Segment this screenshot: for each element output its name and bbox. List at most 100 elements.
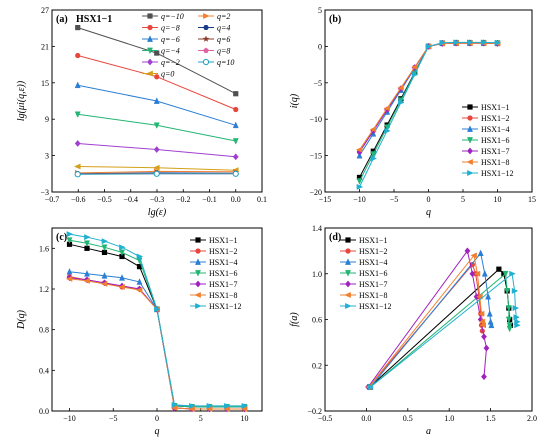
data-point <box>505 305 512 312</box>
legend-label: HSX1−2 <box>481 114 510 123</box>
data-point <box>453 39 460 46</box>
data-point <box>467 39 474 46</box>
series-line <box>370 272 518 388</box>
legend-label: HSX1−12 <box>359 302 392 311</box>
series-HSX1−8 <box>355 40 501 153</box>
x-tick-label: −0.3 <box>150 195 165 204</box>
data-point <box>512 305 520 312</box>
series-line <box>359 42 498 151</box>
y-tick-label: −15 <box>309 152 322 161</box>
data-point <box>367 383 375 390</box>
panel-label: (c) <box>56 232 67 243</box>
data-point <box>241 402 249 409</box>
data-point <box>477 310 485 317</box>
data-point <box>119 244 126 251</box>
series-HSX1−2 <box>356 40 501 155</box>
x-tick-label: −15 <box>319 195 332 204</box>
legend-marker <box>195 280 201 288</box>
data-point <box>478 318 486 325</box>
y-tick-label: 1.0 <box>312 270 322 279</box>
series-q=−10 <box>75 24 239 97</box>
data-point <box>425 43 433 50</box>
legend-label: HSX1−2 <box>209 247 238 256</box>
series-line <box>359 42 498 153</box>
data-point <box>74 81 81 89</box>
y-axis-label: lg(μi(q,ε)) <box>16 80 27 121</box>
data-point <box>411 71 419 78</box>
data-point <box>101 249 108 255</box>
x-tick-label: 5 <box>199 414 203 423</box>
y-axis-label: D(q) <box>16 309 27 330</box>
x-tick-label: −10 <box>63 414 76 423</box>
data-point <box>486 310 493 317</box>
legend-label: q=6 <box>217 35 230 44</box>
x-axis-label: q <box>155 426 160 437</box>
x-axis-label: q <box>426 207 431 218</box>
data-point <box>502 270 509 278</box>
data-point <box>485 292 492 300</box>
legend-label: HSX1−6 <box>481 136 510 145</box>
legend-label: q=−6 <box>161 35 180 44</box>
y-tick-label: 0.8 <box>39 326 49 335</box>
y-tick-label: 0.0 <box>39 407 49 416</box>
x-tick-label: 1.5 <box>486 414 496 423</box>
data-point <box>356 178 363 185</box>
data-point <box>136 278 143 285</box>
data-point <box>232 153 239 161</box>
legend: HSX1−1 HSX1−2 HSX1−4 HSX1−6 HSX1−7 HSX1−8 HSX1… <box>462 103 514 178</box>
legend-marker <box>195 237 201 243</box>
x-tick-label: 5 <box>461 195 465 204</box>
data-point <box>496 266 502 272</box>
data-point <box>101 272 108 279</box>
data-point <box>483 344 490 352</box>
data-point <box>75 24 81 31</box>
data-point <box>397 84 404 91</box>
legend: HSX1−1 HSX1−2 HSX1−4 HSX1−6 HSX1−7 HSX1−8 HSX1… <box>340 236 392 311</box>
data-point <box>481 270 488 277</box>
data-point <box>370 151 377 158</box>
data-point <box>119 274 125 281</box>
legend-marker <box>467 125 473 132</box>
data-point <box>356 174 363 181</box>
x-tick-label: −5 <box>390 195 399 204</box>
data-point <box>74 171 81 178</box>
data-point <box>66 241 73 247</box>
legend-label: HSX1−4 <box>481 125 510 134</box>
legend-label: HSX1−7 <box>209 280 238 289</box>
y-tick-label: −10 <box>309 115 322 124</box>
x-tick-label: −0.5 <box>318 414 333 423</box>
legend-label: q=10 <box>217 58 234 67</box>
legend-marker <box>147 13 153 19</box>
data-point <box>233 91 239 97</box>
y-tick-label: −0.2 <box>307 407 322 416</box>
data-point <box>509 270 516 277</box>
panel-label: (b) <box>329 14 341 25</box>
legend-marker <box>467 137 473 144</box>
data-point <box>153 122 160 129</box>
data-point <box>504 288 511 295</box>
data-point <box>513 314 520 321</box>
y-tick-label: −5 <box>313 79 322 88</box>
legend-label: HSX1−7 <box>359 280 388 289</box>
data-point <box>206 402 214 409</box>
data-point <box>154 306 161 313</box>
series-line <box>359 41 498 188</box>
data-point <box>154 74 160 80</box>
data-point <box>233 106 239 113</box>
x-tick-label: 10 <box>241 414 249 423</box>
data-point <box>506 325 513 333</box>
series-line <box>359 42 498 182</box>
series-HSX1−7 <box>365 247 490 391</box>
x-tick-label: −0.1 <box>202 195 217 204</box>
panel-label: (d) <box>329 232 341 243</box>
legend-marker <box>345 237 351 243</box>
legend: q=−10 q=−8 q=−6 q=−4 q=−2 q=0 q=2 q=4 q=6 q=8 q=10 <box>142 12 234 79</box>
series-q=10 <box>74 170 239 178</box>
x-tick-label: −0.2 <box>176 195 191 204</box>
legend-marker <box>345 270 351 277</box>
panel-a: −0.7 −0.6 −0.5 −0.4 −0.3 −0.2 −0.1 0.0 0.1 −3 3 9 15… <box>16 6 267 218</box>
y-tick-label: 1.6 <box>39 244 49 253</box>
data-point <box>477 249 484 257</box>
data-point <box>75 52 81 59</box>
data-point <box>469 270 476 278</box>
